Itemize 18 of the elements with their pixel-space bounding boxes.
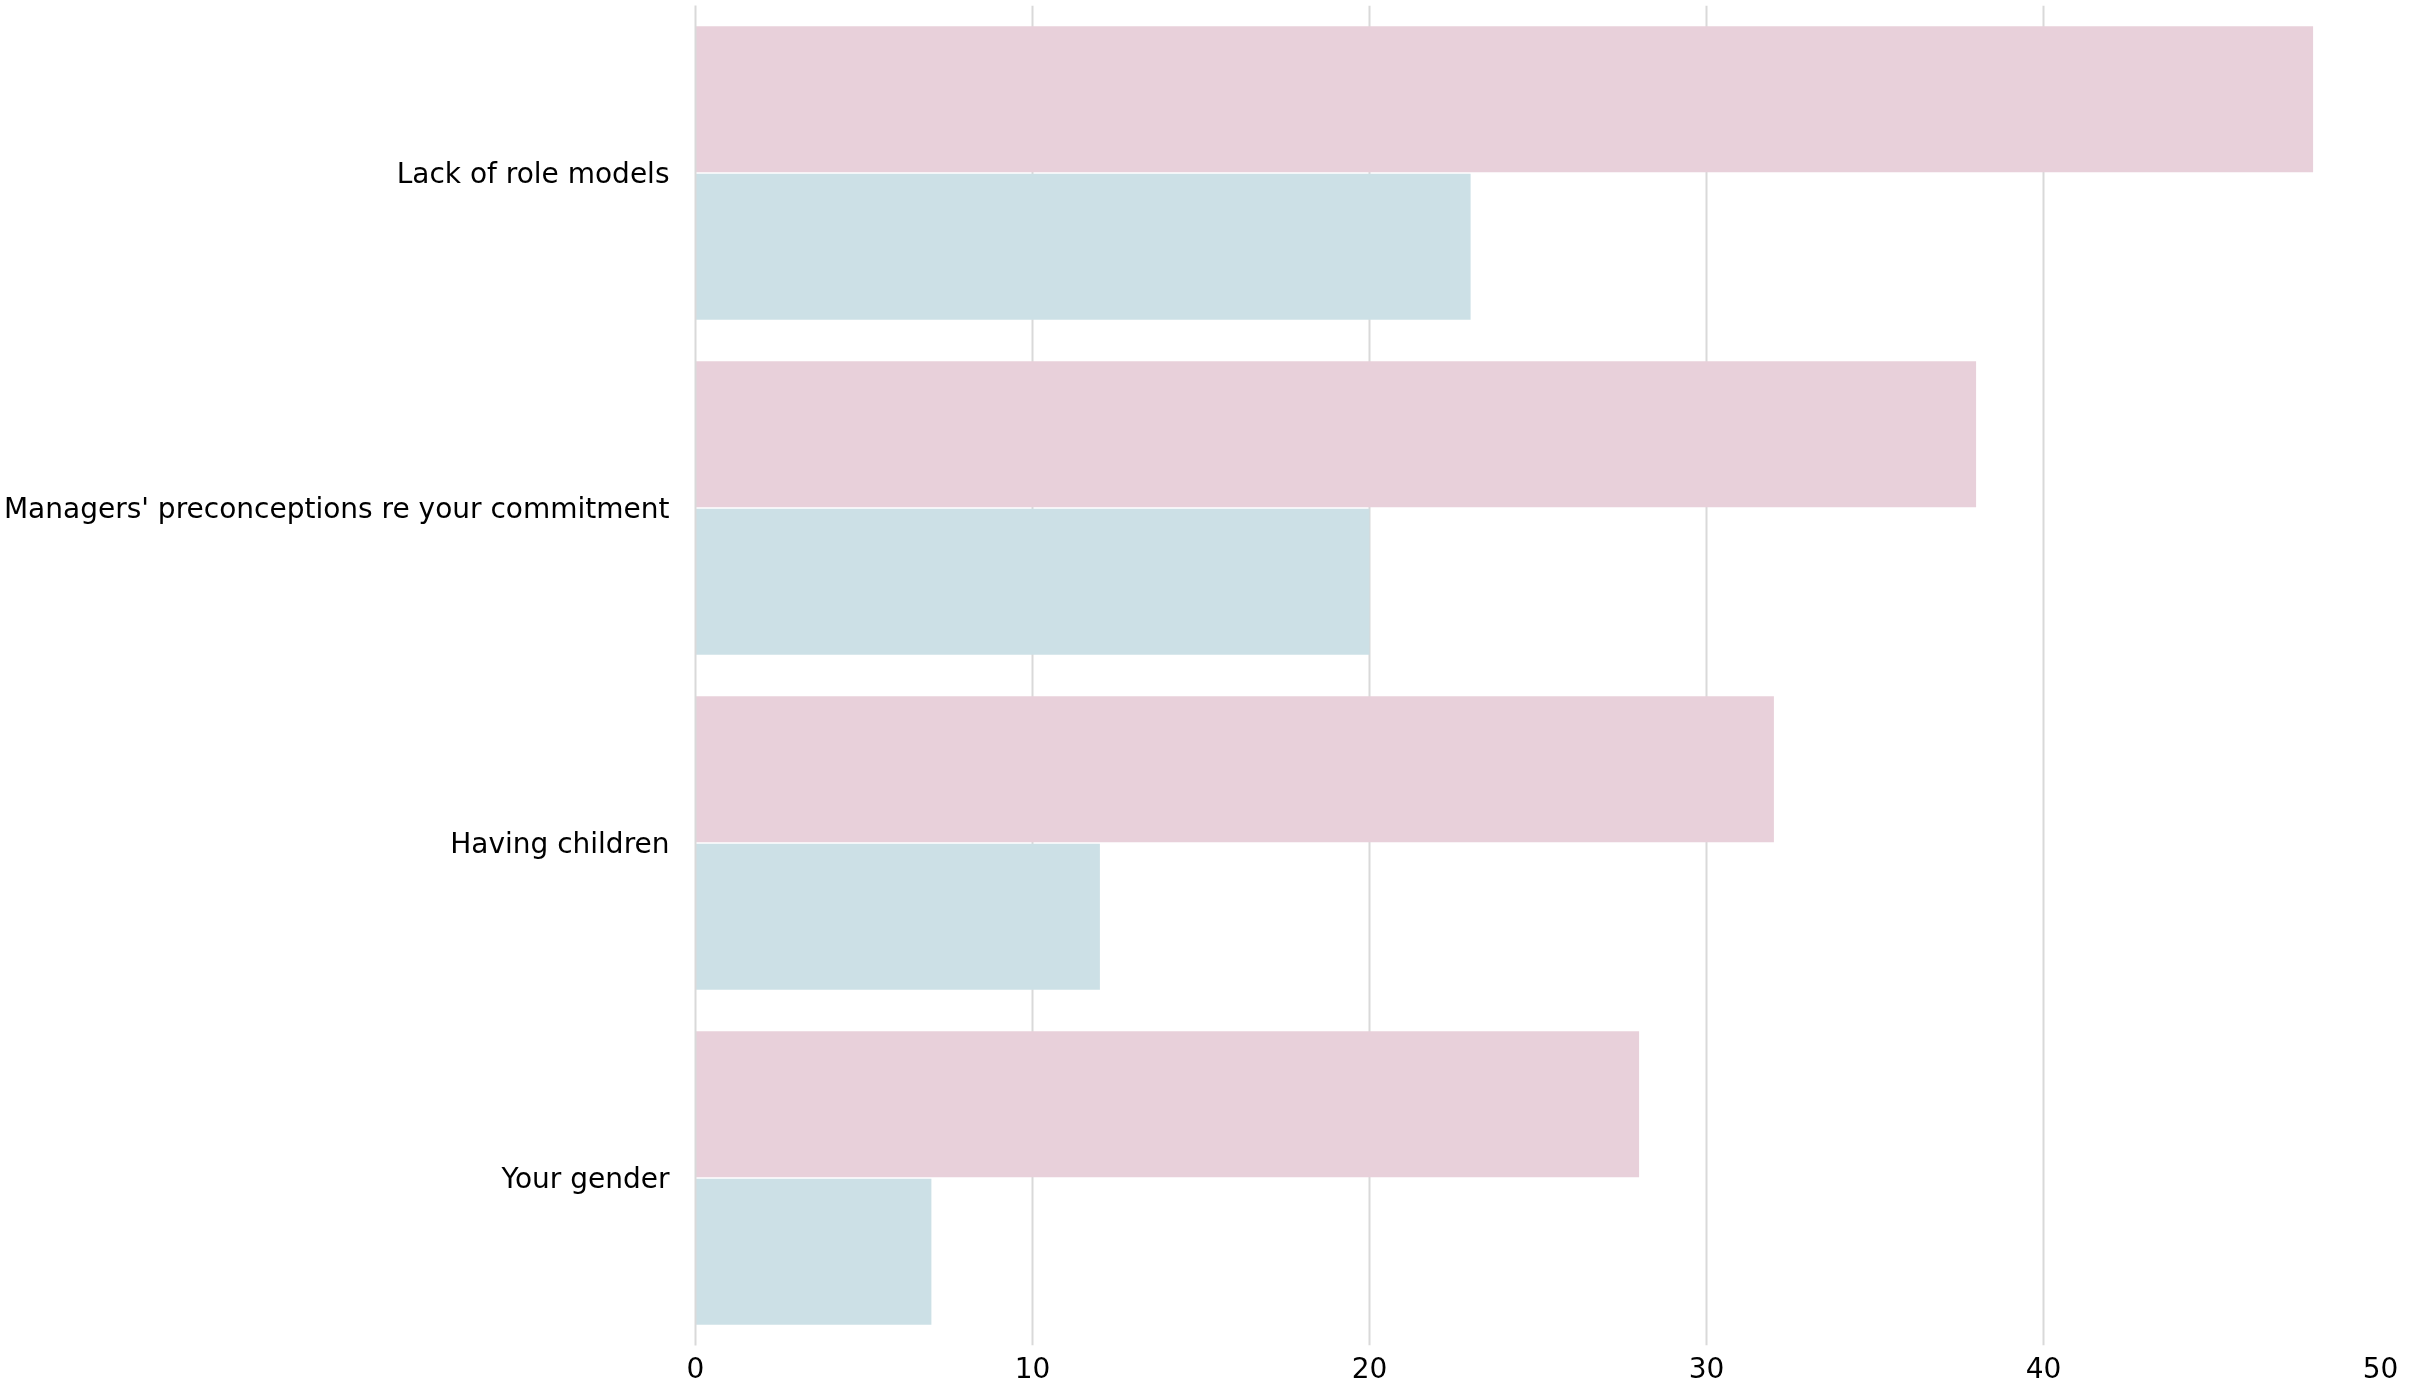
x-tick-label: 50 <box>2362 1351 2399 1385</box>
y-tick-label: Lack of role models <box>396 156 670 190</box>
x-tick-label: 30 <box>1688 1351 1725 1385</box>
bar <box>695 696 1774 843</box>
y-tick-label: Having children <box>450 826 670 860</box>
bar <box>695 1031 1640 1178</box>
bar <box>695 1178 932 1325</box>
x-tick-label: 20 <box>1351 1351 1388 1385</box>
x-tick-label: 0 <box>686 1351 705 1385</box>
bar <box>695 361 1977 508</box>
y-tick-label: Managers' preconceptions re your commitment <box>3 491 670 525</box>
bar <box>695 843 1100 990</box>
y-tick-label: Your gender <box>500 1161 670 1195</box>
bar <box>695 173 1471 320</box>
bar <box>695 508 1370 655</box>
x-tick-label: 10 <box>1014 1351 1051 1385</box>
x-tick-label: 40 <box>2025 1351 2062 1385</box>
bar <box>695 26 2314 173</box>
